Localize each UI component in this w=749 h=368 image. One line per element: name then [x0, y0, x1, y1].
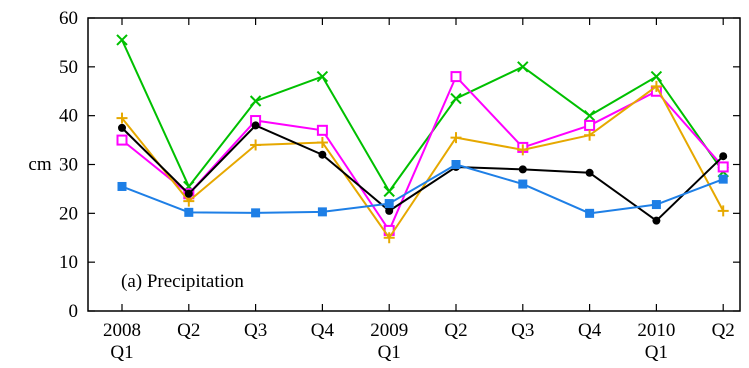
series-4-point-8: [651, 200, 661, 210]
plot-frame: [87, 17, 741, 312]
series-3-point-7: [585, 168, 594, 177]
series-4-point-7: [585, 208, 595, 218]
series-1-point-5: [450, 71, 462, 83]
series-3-point-4: [385, 206, 394, 215]
x-tick-label-3: Q4: [311, 320, 335, 341]
series-4-point-3: [317, 207, 327, 217]
series-1-point-0: [116, 134, 128, 146]
series-2: [116, 80, 729, 244]
series-3-point-2: [251, 121, 260, 130]
y-tick-label-5: 50: [59, 57, 78, 78]
chart-annotation: (a) Precipitation: [121, 271, 244, 292]
series-3-point-8: [652, 216, 661, 225]
x-tick-label-5: Q2: [444, 320, 467, 341]
series-0-point-4: [383, 185, 395, 198]
series-4-point-2: [251, 208, 261, 218]
series-2-line: [121, 85, 725, 239]
x-tick-label-4: 2009 Q1: [370, 320, 408, 363]
y-tick-label-6: 60: [59, 8, 78, 29]
series-2-point-6: [517, 144, 529, 156]
x-tick-label-9: Q2: [712, 320, 735, 341]
y-tick-label-1: 10: [59, 252, 78, 273]
series-0-point-6: [517, 61, 529, 73]
series-2-point-3: [316, 137, 328, 149]
y-tick-label-3: 30: [59, 155, 78, 176]
x-tick-label-1: Q2: [177, 320, 200, 341]
marks-layer: [116, 34, 729, 244]
series-0-line: [121, 39, 725, 193]
series-1-point-9: [717, 161, 729, 173]
series-1-point-3: [316, 124, 328, 136]
series-4-point-9: [718, 174, 728, 184]
series-2-point-7: [584, 129, 596, 141]
series-3-point-0: [118, 123, 126, 132]
series-4-point-6: [518, 179, 528, 189]
series-2-point-8: [650, 80, 662, 92]
series-0-point-8: [650, 70, 663, 83]
series-2-point-4: [383, 232, 395, 244]
axis-layer: 0 10 20 30 40 50 60 2008 Q1 Q2 Q3 Q4 2009 Q1 Q2 Q3 Q4 201…: [59, 8, 740, 363]
y-tick-label-2: 20: [59, 203, 78, 224]
x-tick-label-8: 2010 Q1: [637, 320, 675, 363]
series-2-point-2: [250, 139, 262, 151]
series-0-point-0: [116, 34, 128, 46]
series-1: [116, 71, 729, 236]
series-2-point-0: [116, 112, 128, 124]
series-4: [117, 160, 728, 218]
series-2-point-9: [717, 205, 729, 217]
x-tick-label-6: Q3: [511, 320, 534, 341]
series-1-line: [121, 75, 724, 232]
series-3-line: [121, 124, 724, 222]
series-4-point-5: [451, 160, 461, 169]
series-3-point-9: [719, 152, 728, 161]
x-tick-label-2: Q3: [244, 320, 267, 341]
y-tick-label-0: 0: [69, 301, 79, 322]
series-0-point-3: [316, 70, 329, 83]
y-tick-label-4: 40: [59, 106, 78, 127]
x-tick-label-0: 2008 Q1: [103, 320, 141, 363]
series-3: [118, 121, 728, 225]
series-4-point-0: [117, 181, 127, 191]
series-3-point-1: [184, 189, 193, 198]
series-0-point-2: [249, 95, 262, 107]
series-3-point-6: [518, 165, 527, 174]
series-4-point-4: [384, 199, 394, 209]
series-0-point-7: [583, 109, 596, 122]
series-4-point-1: [184, 207, 194, 217]
series-0-point-5: [450, 92, 462, 105]
series-4-line: [121, 163, 724, 215]
series-1-point-7: [584, 119, 596, 131]
y-axis-label: cm: [28, 154, 51, 175]
series-3-point-3: [318, 150, 327, 159]
series-0: [116, 34, 729, 198]
series-2-point-5: [450, 132, 462, 144]
x-tick-label-7: Q4: [578, 320, 602, 341]
